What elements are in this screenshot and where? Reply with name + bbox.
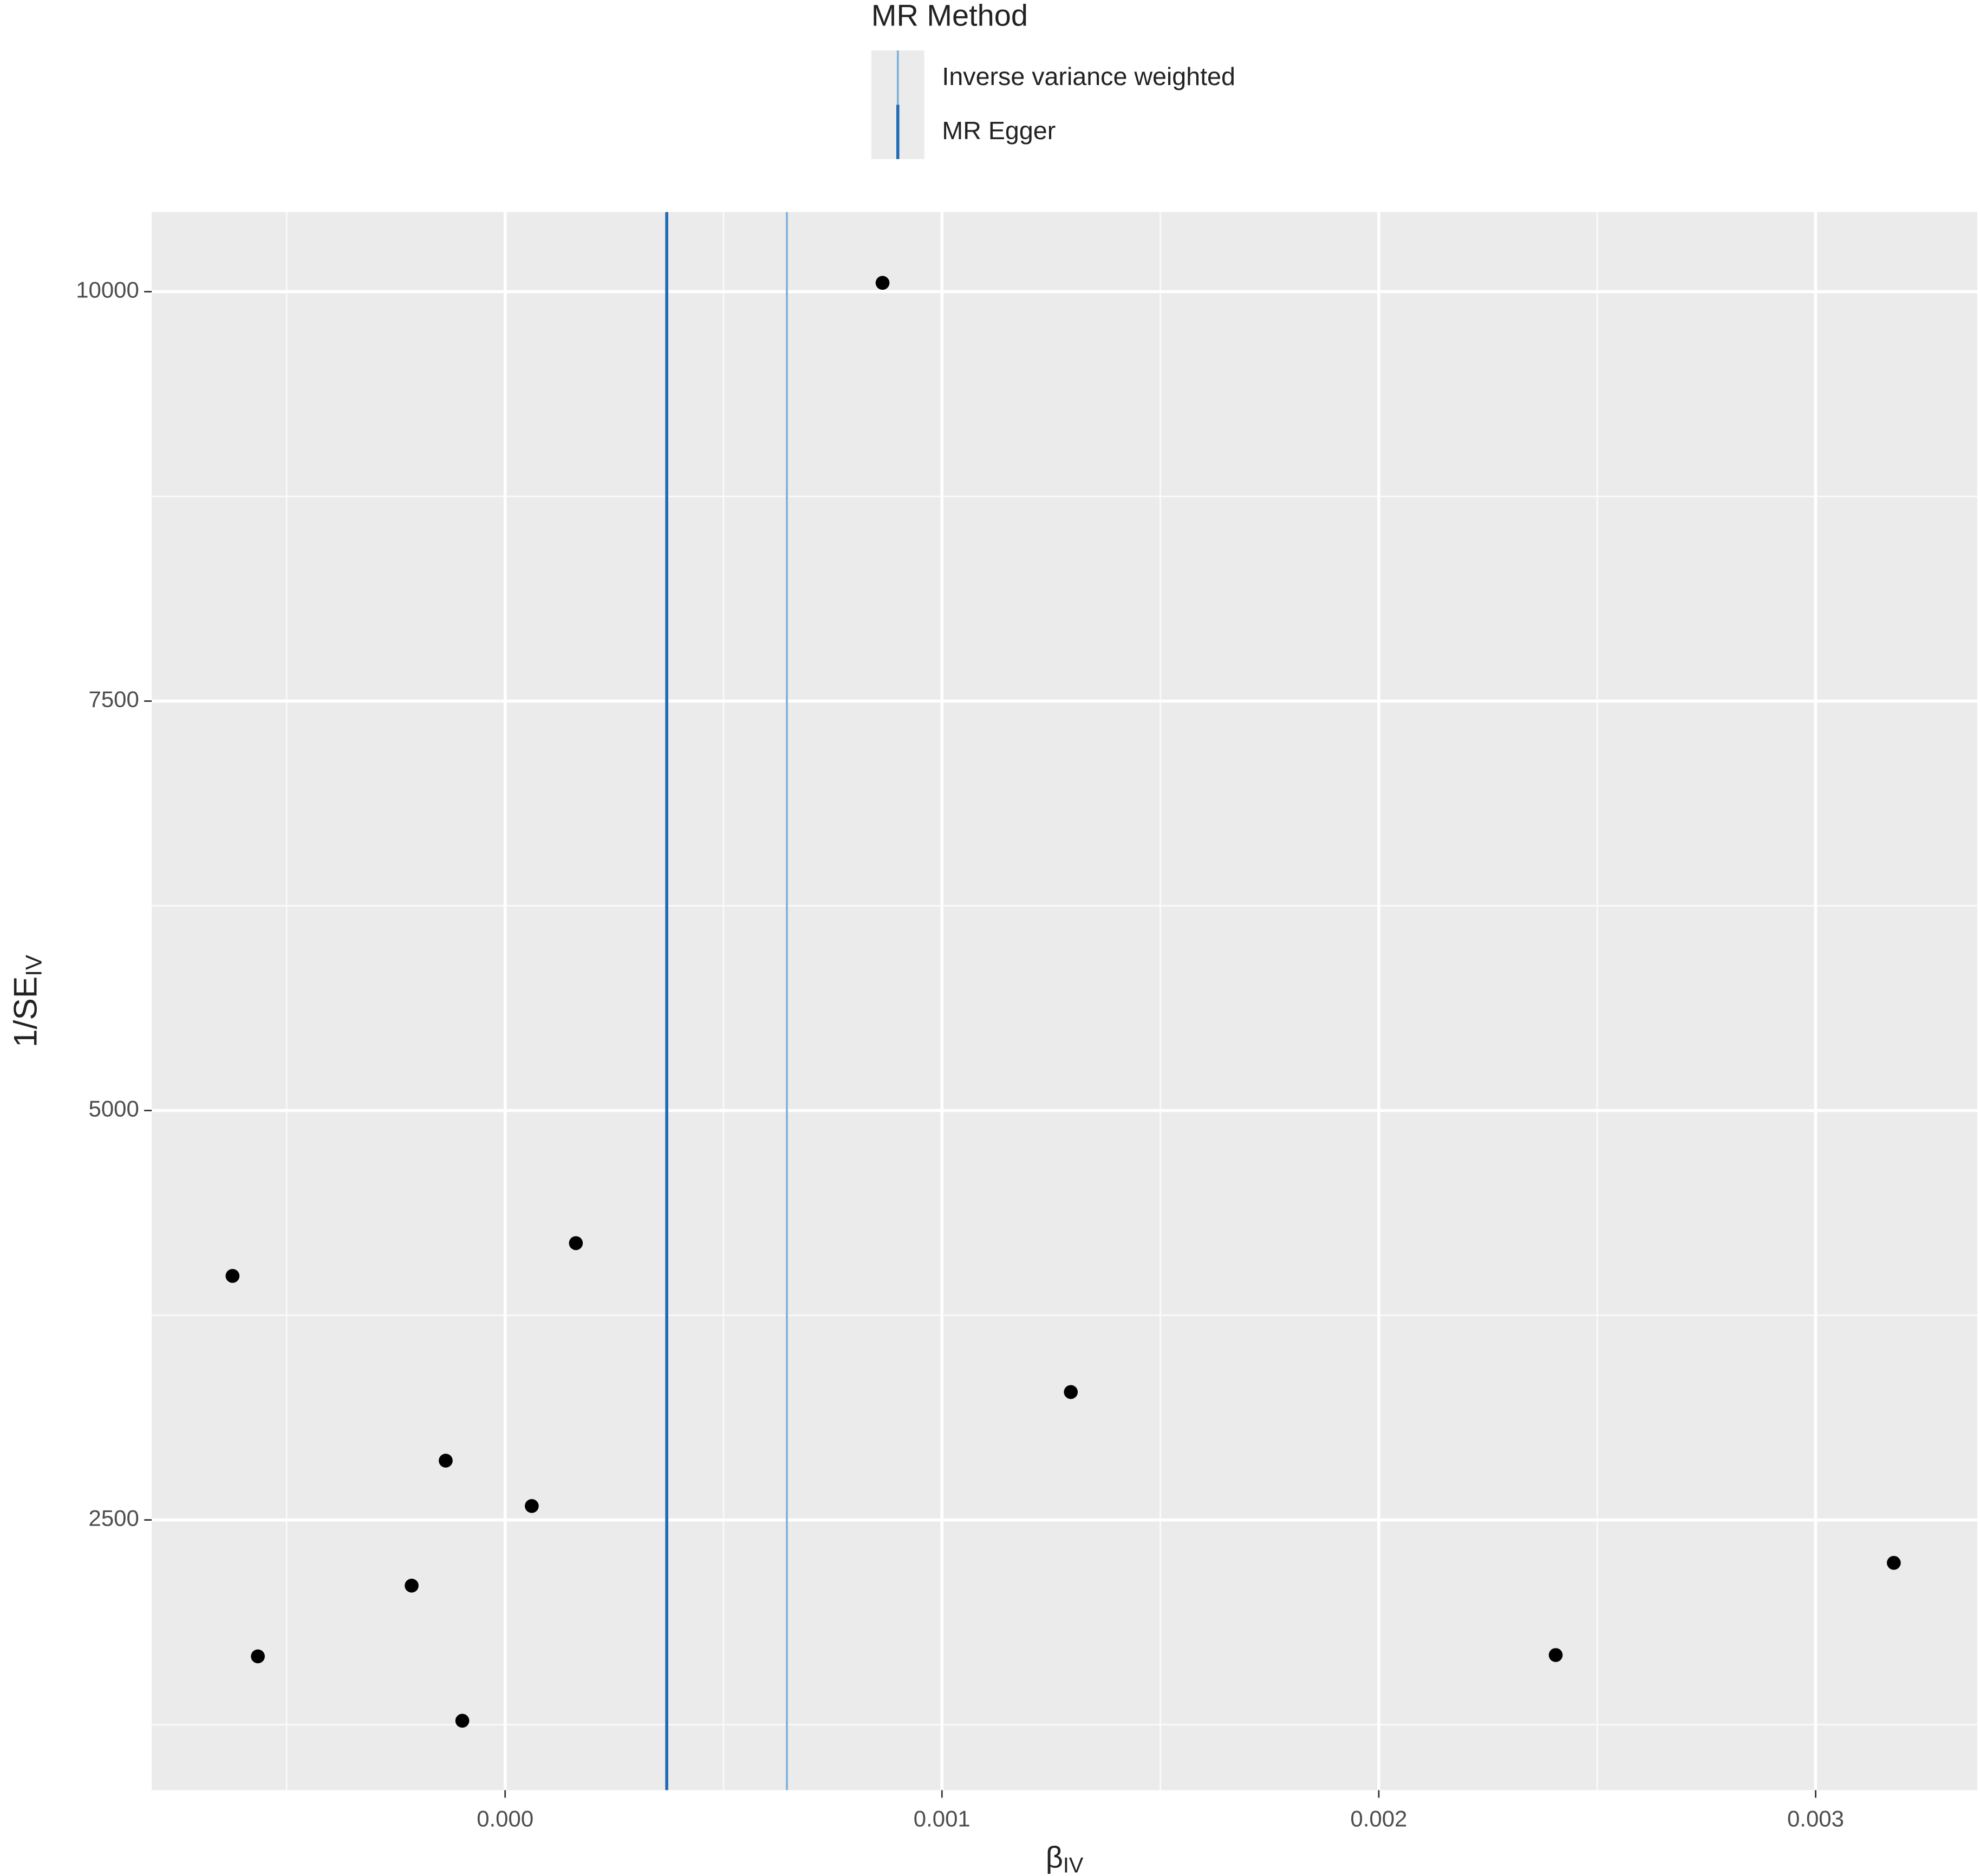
point xyxy=(569,1236,583,1250)
point xyxy=(405,1578,419,1593)
x-label-sub: IV xyxy=(1063,1854,1084,1876)
y-label: 1/SE xyxy=(7,976,44,1047)
y-axis-title: 1/SEIV xyxy=(7,955,47,1047)
legend-label: MR Egger xyxy=(942,116,1056,145)
y-tick-label: 5000 xyxy=(89,1096,139,1122)
y-tick-label: 2500 xyxy=(89,1506,139,1531)
legend-label: Inverse variance weighted xyxy=(942,62,1235,90)
point xyxy=(525,1499,539,1513)
point xyxy=(1887,1555,1901,1570)
legend-title: MR Method xyxy=(871,0,1028,32)
point xyxy=(1548,1648,1563,1662)
grid xyxy=(152,212,1977,1790)
point xyxy=(1064,1385,1078,1399)
y-tick-label: 7500 xyxy=(89,687,139,712)
point xyxy=(225,1269,240,1283)
point xyxy=(455,1714,470,1728)
x-axis-title: βIV xyxy=(1046,1840,1084,1876)
x-tick-label: 0.003 xyxy=(1787,1806,1844,1832)
point xyxy=(251,1649,265,1664)
x-tick-label: 0.000 xyxy=(477,1806,533,1832)
x-tick-label: 0.001 xyxy=(914,1806,971,1832)
y-tick-label: 10000 xyxy=(76,277,139,303)
point xyxy=(875,276,890,290)
x-label: β xyxy=(1046,1840,1063,1874)
panel xyxy=(152,212,1977,1790)
legend: Inverse variance weighted MR Egger xyxy=(896,50,1235,159)
x-tick-label: 0.002 xyxy=(1350,1806,1407,1832)
point xyxy=(439,1454,453,1468)
y-label-sub: IV xyxy=(21,955,47,976)
